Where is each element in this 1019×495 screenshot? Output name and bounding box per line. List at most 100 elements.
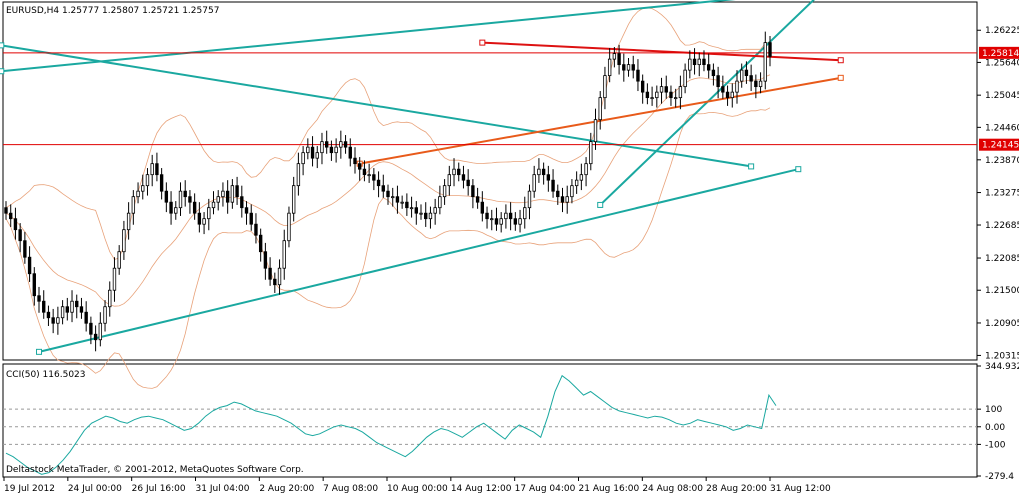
candle-body <box>650 97 654 100</box>
candle-body <box>556 190 560 198</box>
candles <box>4 31 772 352</box>
price-tick-label: 1.25045 <box>985 91 1019 101</box>
candle-body <box>508 212 513 220</box>
candle-body <box>494 218 499 225</box>
candle-body <box>626 64 631 71</box>
candle-body <box>391 196 395 199</box>
candle-body <box>155 163 159 176</box>
candle-body <box>565 196 569 203</box>
candle-body <box>504 212 508 220</box>
candle-body <box>296 163 301 187</box>
candle-body <box>13 218 18 231</box>
candle-body <box>258 234 263 253</box>
candle-body <box>749 75 753 82</box>
candle-body <box>103 306 107 324</box>
candle-body <box>334 146 338 154</box>
trendline-anchor <box>837 57 844 64</box>
trendline-anchor <box>479 39 486 46</box>
candle-body <box>513 218 518 225</box>
candle-body <box>395 196 400 203</box>
candle-body <box>386 190 390 198</box>
candle-body <box>145 174 150 187</box>
time-tick-label: 17 Aug 04:00 <box>515 484 576 494</box>
candle-body <box>287 212 291 242</box>
candle-body <box>702 58 706 66</box>
trendline-anchor <box>0 42 5 49</box>
candle-body <box>183 190 187 198</box>
candle-body <box>164 190 169 203</box>
candle-body <box>631 64 635 71</box>
candle-body <box>277 267 282 286</box>
candle-body <box>169 201 173 214</box>
candle-body <box>636 69 640 82</box>
candle-body <box>197 212 202 225</box>
price-axis: 1.26225 1.25640 1.25045 1.24460 1.23870 1.232… <box>977 26 1019 361</box>
price-tick-label: 1.20905 <box>985 319 1019 329</box>
candle-body <box>537 168 541 176</box>
candle-body <box>419 212 423 215</box>
candle-body <box>192 201 197 214</box>
candle-body <box>65 306 69 313</box>
candle-body <box>711 69 716 77</box>
candle-body <box>339 141 343 148</box>
candle-body <box>598 97 602 121</box>
level-price-tag <box>979 46 1019 59</box>
candle-body <box>664 86 668 93</box>
candle-body <box>150 163 154 176</box>
candle-body <box>607 58 612 77</box>
candle-body <box>527 190 532 209</box>
candle-body <box>452 168 456 176</box>
candle-body <box>207 207 211 220</box>
candle-body <box>98 322 103 341</box>
candle-body <box>112 267 117 291</box>
candle-body <box>216 196 220 203</box>
time-tick-label: 26 Jul 16:00 <box>132 484 186 494</box>
trendline-anchor <box>36 348 43 355</box>
candle-body <box>141 185 145 192</box>
candle-body <box>89 322 93 335</box>
red-trendline <box>482 41 841 62</box>
candle-body <box>707 64 711 71</box>
candle-body <box>438 196 442 209</box>
candle-body <box>655 91 659 99</box>
cci-tick-label: 0.00 <box>985 423 1005 433</box>
candle-body <box>9 212 13 220</box>
candle-body <box>744 69 749 77</box>
candle-body <box>56 317 60 324</box>
candle-body <box>424 212 428 220</box>
time-tick-label: 14 Aug 12:00 <box>451 484 512 494</box>
candle-body <box>457 168 461 176</box>
candle-body <box>235 185 239 198</box>
candle-body <box>532 174 536 192</box>
price-tick-label: 1.23275 <box>985 189 1019 199</box>
cci-line <box>5 374 777 475</box>
candle-body <box>75 300 79 308</box>
candle-body <box>240 196 244 209</box>
price-tick-label: 1.20315 <box>985 351 1019 361</box>
candle-body <box>51 317 55 324</box>
candle-body <box>433 207 437 214</box>
candle-body <box>268 267 272 280</box>
candle-body <box>225 190 230 203</box>
candle-body <box>291 185 296 214</box>
candle-body <box>188 196 192 203</box>
candle-body <box>343 141 348 148</box>
candle-body <box>560 196 565 203</box>
steep-support-line <box>599 0 815 206</box>
candle-body <box>117 251 121 269</box>
candle-body <box>692 58 697 66</box>
candle-body <box>211 201 216 209</box>
candle-body <box>273 278 277 286</box>
candle-body <box>320 141 324 154</box>
trendline-anchor <box>0 68 5 75</box>
level-price-tag <box>979 138 1019 151</box>
price-tick-label: 1.22085 <box>985 254 1019 264</box>
candle-body <box>735 80 739 93</box>
candle-body <box>485 212 489 220</box>
candle-body <box>362 168 367 176</box>
band-middle <box>5 74 771 307</box>
candle-body <box>23 240 27 258</box>
candle-body <box>697 58 701 66</box>
candle-body <box>4 207 8 214</box>
candle-body <box>37 295 41 302</box>
